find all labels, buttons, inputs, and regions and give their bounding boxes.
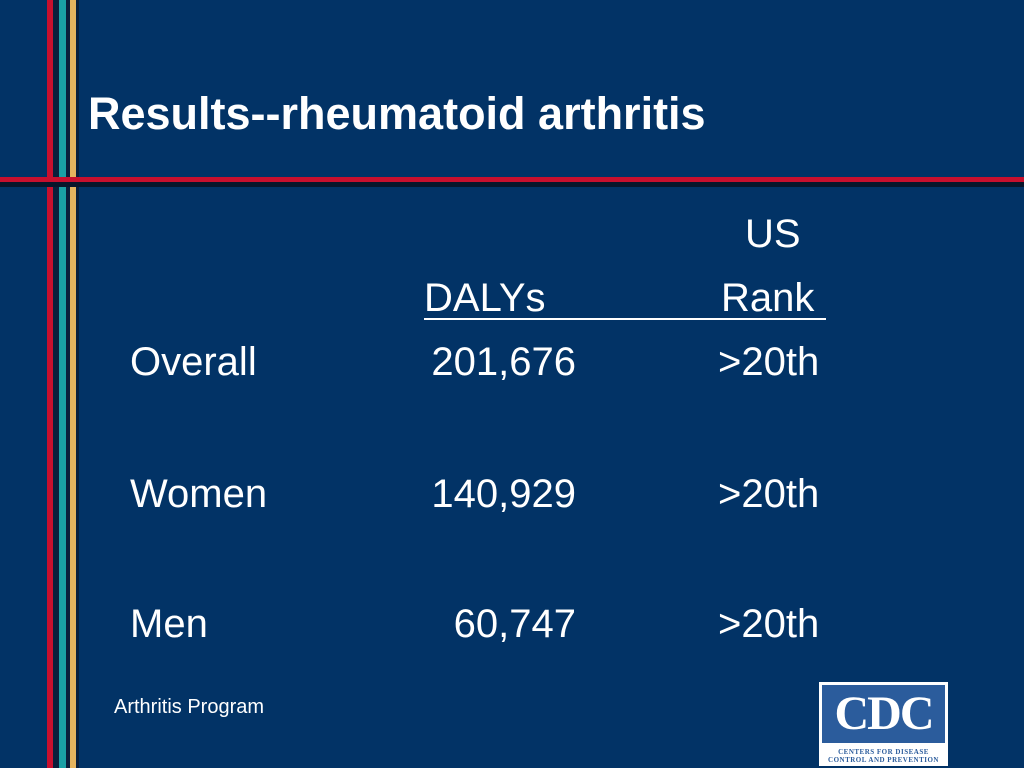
row-rank-overall: >20th (718, 340, 820, 384)
row-dalys-women: 140,929 (431, 472, 576, 516)
row-label-overall: Overall (130, 340, 257, 384)
cdc-logo-subtitle: CENTERS FOR DISEASE CONTROL AND PREVENTI… (822, 748, 945, 764)
cdc-logo: CDC CENTERS FOR DISEASE CONTROL AND PREV… (819, 682, 948, 766)
dark-vertical-stripe (53, 0, 59, 768)
row-label-men: Men (130, 602, 208, 646)
cdc-logo-block: CDC (822, 685, 945, 743)
footer-program-name: Arthritis Program (114, 696, 265, 718)
title-divider (0, 177, 1024, 182)
slide-title: Results--rheumatoid arthritis (88, 88, 706, 139)
cdc-logo-text: CDC (834, 687, 935, 740)
cdc-logo-subtitle-line2: CONTROL AND PREVENTION (828, 756, 939, 764)
dark-vertical-stripe (66, 0, 70, 768)
header-rank: Rank (721, 276, 815, 320)
teal-vertical-stripe (59, 0, 66, 768)
row-rank-men: >20th (718, 602, 820, 646)
row-dalys-men: 60,747 (453, 602, 576, 646)
cdc-logo-subtitle-line1: CENTERS FOR DISEASE (838, 748, 929, 756)
dark-vertical-stripe (76, 0, 79, 768)
red-vertical-stripe (47, 0, 53, 768)
header-dalys: DALYs (424, 276, 546, 320)
header-us: US (745, 212, 801, 256)
row-dalys-overall: 201,676 (431, 340, 576, 384)
header-underline (424, 318, 826, 320)
row-rank-women: >20th (718, 472, 820, 516)
title-divider-shadow (0, 182, 1024, 187)
row-label-women: Women (130, 472, 268, 516)
gold-vertical-stripe (70, 0, 76, 768)
